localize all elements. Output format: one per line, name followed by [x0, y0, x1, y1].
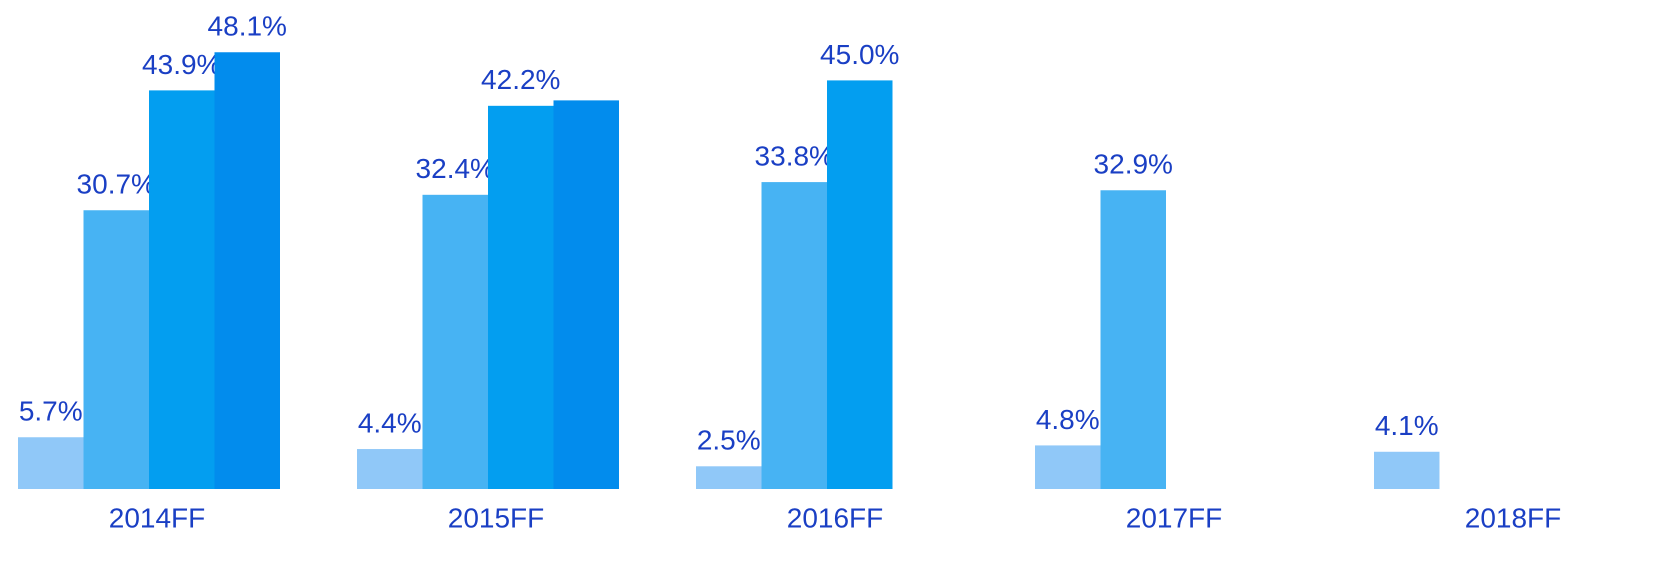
x-tick-label: 2015FF	[448, 502, 545, 533]
bar	[83, 210, 149, 489]
data-label: 32.9%	[1094, 149, 1173, 180]
data-label: 4.8%	[1036, 404, 1100, 435]
bar	[214, 52, 280, 489]
bar	[488, 105, 554, 489]
bar	[18, 437, 84, 489]
bar	[553, 100, 619, 489]
x-tick-label: 2017FF	[1126, 502, 1223, 533]
bar	[149, 90, 215, 489]
data-label: 32.4%	[416, 153, 495, 184]
data-label: 45.0%	[820, 39, 899, 70]
x-tick-label: 2018FF	[1465, 502, 1562, 533]
data-label: 2.5%	[697, 425, 761, 456]
bar	[422, 194, 488, 490]
x-tick-label: 2016FF	[787, 502, 884, 533]
bar	[761, 182, 827, 489]
data-label: 4.1%	[1375, 410, 1439, 441]
bar	[827, 80, 893, 490]
bar	[1035, 445, 1101, 489]
bar	[1100, 190, 1166, 489]
data-label: 33.8%	[755, 140, 834, 171]
bar	[357, 449, 423, 489]
data-label: 48.1%	[208, 11, 287, 42]
data-label: 4.4%	[358, 407, 422, 438]
bar	[696, 466, 762, 489]
bar	[1374, 451, 1440, 489]
data-label: 30.7%	[77, 169, 156, 200]
data-label: 43.9%	[142, 49, 221, 80]
x-tick-label: 2014FF	[109, 502, 206, 533]
data-label: 5.7%	[19, 396, 83, 427]
data-label: 42.2%	[481, 64, 560, 95]
